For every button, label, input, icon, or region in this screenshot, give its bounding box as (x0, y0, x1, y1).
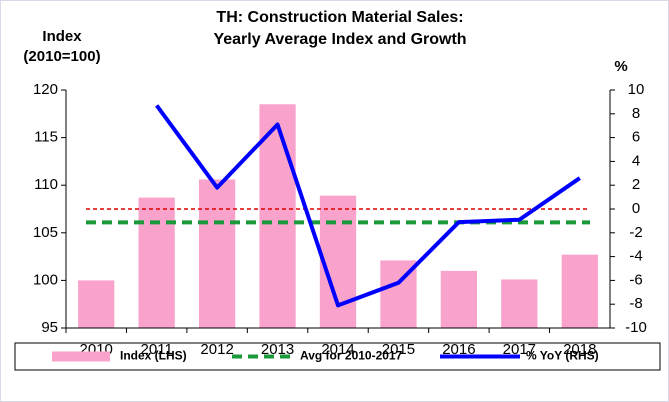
y2-tick-label: 2 (632, 176, 640, 193)
y-axis-label: (2010=100) (23, 48, 100, 65)
x-tick-label: 2018 (563, 341, 596, 358)
bar (138, 197, 175, 328)
legend-label: % YoY (RHS) (526, 349, 599, 363)
bar (440, 270, 478, 328)
y2-tick-label: 0 (632, 200, 640, 217)
y2-tick-label: 10 (628, 81, 645, 98)
legend-swatch (52, 351, 110, 362)
y2-tick-label: -2 (629, 224, 642, 241)
x-tick-label: 2014 (321, 341, 354, 358)
x-tick-label: 2012 (200, 341, 233, 358)
bar (561, 254, 598, 328)
bar (501, 279, 538, 328)
yoy-line (155, 104, 581, 308)
y2-tick-label: 6 (632, 129, 640, 146)
legend-label: Avg for 2010-2017 (300, 349, 403, 363)
x-tick-label: 2013 (261, 341, 294, 358)
y2-axis-label: % (614, 58, 627, 75)
y2-tick-label: -10 (625, 319, 647, 336)
y-tick-label: 120 (33, 81, 58, 98)
bar (198, 179, 236, 328)
y2-tick-label: -8 (629, 295, 642, 312)
bar (259, 104, 296, 328)
y2-tick-label: 8 (632, 105, 640, 122)
y2-tick-label: -4 (629, 248, 642, 265)
y-tick-label: 110 (34, 176, 58, 193)
x-tick-label: 2016 (442, 341, 475, 358)
y-tick-label: 95 (41, 319, 58, 336)
legend-box (14, 342, 661, 371)
y-tick-label: 115 (34, 129, 58, 146)
y2-tick-label: 4 (632, 152, 640, 169)
legend-label: Index (LHS) (120, 349, 187, 363)
chart-title: Yearly Average Index and Growth (213, 31, 466, 48)
y2-tick-label: -6 (629, 271, 642, 288)
y-axis-label: Index (42, 28, 82, 45)
y-tick-label: 100 (33, 271, 58, 288)
x-tick-label: 2017 (503, 341, 536, 358)
y-tick-label: 105 (33, 224, 58, 241)
x-tick-label: 2015 (382, 341, 415, 358)
x-tick-label: 2011 (141, 341, 173, 358)
bar (78, 280, 115, 328)
chart-title: TH: Construction Material Sales: (216, 9, 463, 26)
